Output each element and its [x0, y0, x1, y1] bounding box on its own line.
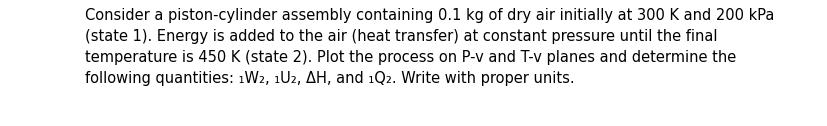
- Text: (state 1). Energy is added to the air (heat transfer) at constant pressure until: (state 1). Energy is added to the air (h…: [85, 29, 717, 44]
- Text: following quantities: ₁W₂, ₁U₂, ΔH, and ₁Q₂. Write with proper units.: following quantities: ₁W₂, ₁U₂, ΔH, and …: [85, 71, 574, 86]
- Text: Consider a piston-cylinder assembly containing 0.1 kg of dry air initially at 30: Consider a piston-cylinder assembly cont…: [85, 8, 773, 23]
- Text: temperature is 450 K (state 2). Plot the process on P-v and T-v planes and deter: temperature is 450 K (state 2). Plot the…: [85, 50, 735, 65]
